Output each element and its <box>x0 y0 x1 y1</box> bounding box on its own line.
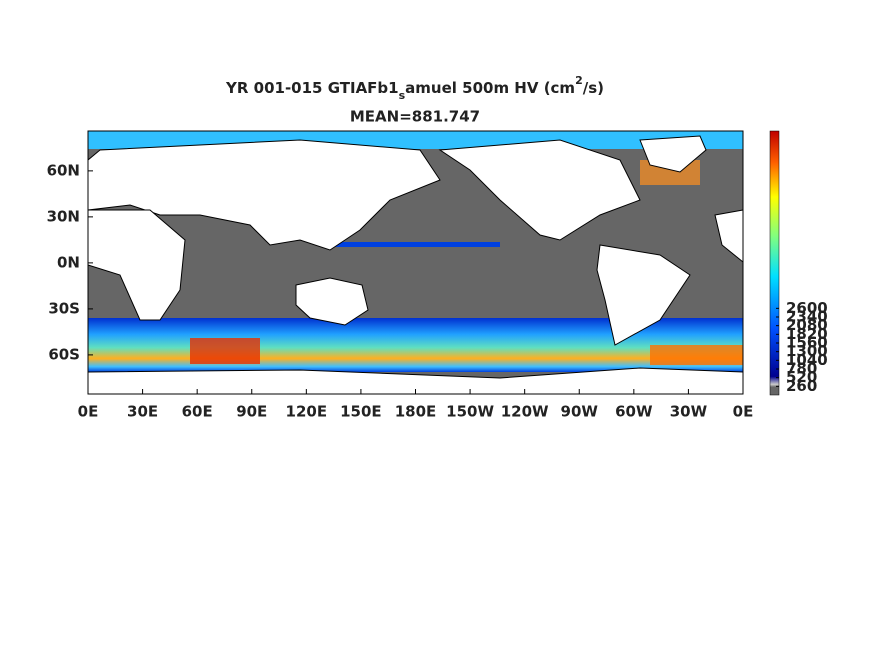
colorbar-tick-label: 1300 <box>786 342 828 360</box>
y-tick-label: 30S <box>48 299 80 317</box>
y-tick-label: 60N <box>47 161 80 179</box>
title-part: amuel 500m HV (cm <box>405 79 575 97</box>
land <box>87 135 744 395</box>
colorbar-tick-label: 1040 <box>786 351 828 369</box>
y-tick-label: 60S <box>48 345 80 363</box>
colorbar-tick-label: 2340 <box>786 308 828 326</box>
title-part: /s) <box>583 79 604 97</box>
subtitle: MEAN=881.747 <box>350 108 480 126</box>
x-tick-label: 0E <box>733 403 754 421</box>
x-tick-label: 120E <box>286 403 328 421</box>
y-tick-label: 0N <box>57 253 80 271</box>
title-part: YR 001-015 GTIAFb1 <box>225 79 399 97</box>
hotspot <box>650 345 743 365</box>
colorbar-tick-label: 1560 <box>786 334 828 352</box>
title-sup: 2 <box>575 74 583 87</box>
hotspot <box>190 338 260 364</box>
x-tick-label: 60W <box>615 403 653 421</box>
x-tick-label: 180E <box>395 403 437 421</box>
y-tick-label: 30N <box>47 207 80 225</box>
colorbar-tick-label: 780 <box>786 360 817 378</box>
x-tick-label: 90W <box>561 403 599 421</box>
x-tick-label: 60E <box>182 403 213 421</box>
title-sub: s <box>399 89 406 102</box>
colorbar-tick-label: 260 <box>786 377 817 395</box>
colorbar-tick-label: 1820 <box>786 325 828 343</box>
x-tick-label: 30W <box>670 403 708 421</box>
x-tick-label: 150W <box>446 403 494 421</box>
x-tick-label: 90E <box>236 403 267 421</box>
equatorial-band <box>320 242 500 247</box>
x-tick-label: 150E <box>340 403 382 421</box>
colorbar-tick-label: 2600 <box>786 299 828 317</box>
x-tick-label: 30E <box>127 403 158 421</box>
colorbar-tick-label: 520 <box>786 368 817 386</box>
x-tick-label: 120W <box>501 403 549 421</box>
map-field <box>87 130 744 395</box>
colorbar-tick-label: 2080 <box>786 316 828 334</box>
colorbar <box>769 130 780 396</box>
x-tick-label: 0E <box>78 403 99 421</box>
title: YR 001-015 GTIAFb1samuel 500m HV (cm2/s) <box>225 74 604 102</box>
